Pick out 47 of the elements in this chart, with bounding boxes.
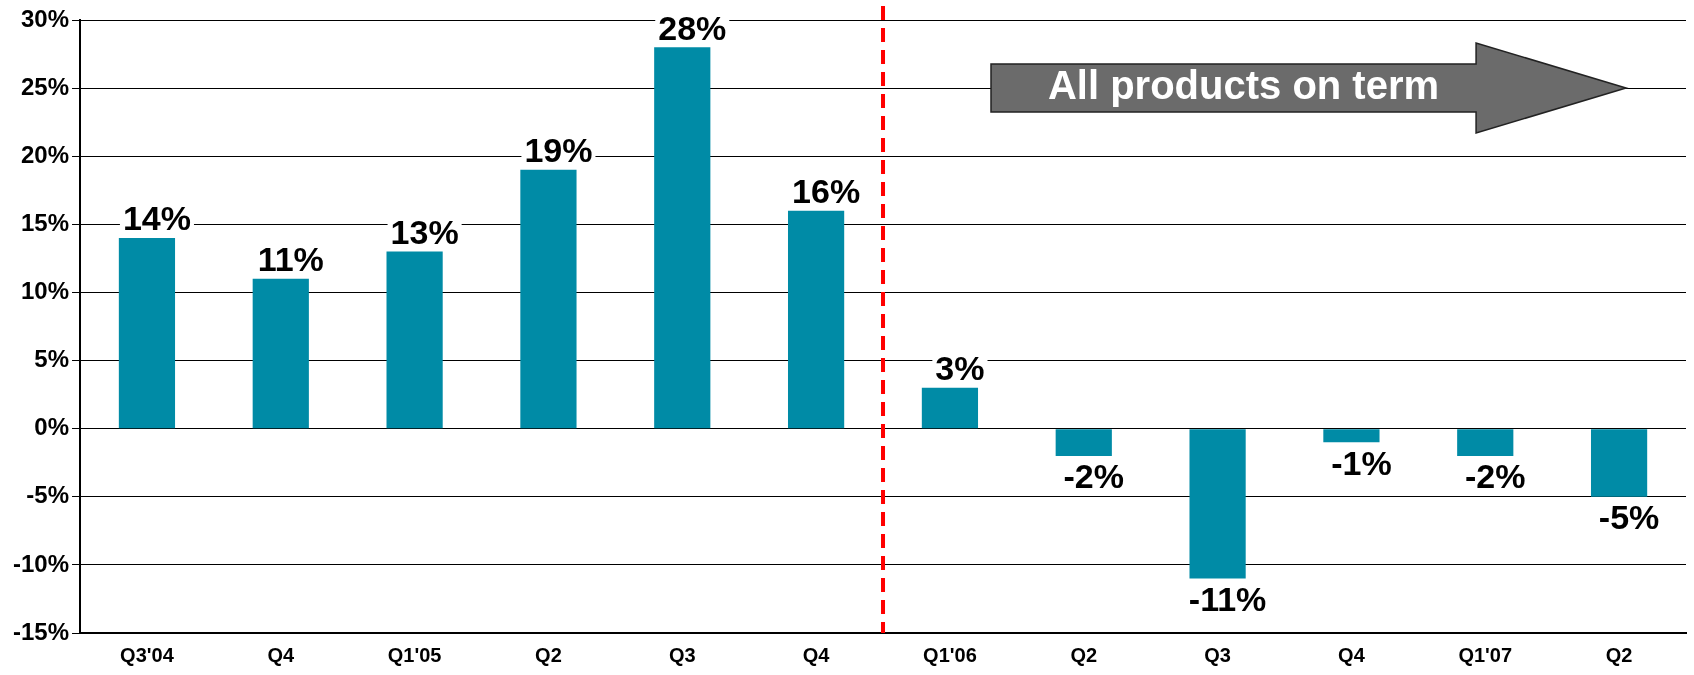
bar — [654, 47, 711, 429]
annotation: All products on term — [1047, 63, 1440, 109]
x-tick-label: Q2 — [1070, 643, 1098, 666]
bar — [1055, 429, 1112, 456]
y-tick-label: -5% — [26, 481, 70, 509]
bar — [1189, 429, 1246, 579]
x-tick-label: Q3 — [1204, 643, 1231, 666]
data-label: -1% — [1331, 443, 1392, 482]
x-tick-label: Q1'06 — [923, 643, 977, 666]
y-tick-label: 20% — [20, 140, 70, 168]
x-tick-label: Q1'07 — [1458, 643, 1513, 666]
x-tick-label: Q4 — [1338, 643, 1366, 666]
bar — [1323, 429, 1380, 443]
data-label: -11% — [1188, 579, 1267, 618]
x-tick-label: Q2 — [535, 643, 562, 666]
data-label: 13% — [390, 212, 459, 251]
bar — [787, 210, 845, 429]
data-label: 19% — [524, 131, 593, 170]
y-tick-label: -15% — [13, 617, 70, 645]
y-tick-label: -10% — [13, 549, 70, 577]
x-tick-label: Q3'04 — [120, 643, 175, 666]
y-tick-label: 30% — [20, 4, 70, 32]
y-tick-label: 25% — [20, 72, 70, 100]
y-tick-label: 5% — [34, 345, 70, 373]
y-tick-label: 15% — [20, 208, 70, 236]
data-label: -5% — [1598, 498, 1660, 537]
x-tick-label: Q4 — [802, 643, 831, 666]
data-label: 16% — [792, 172, 861, 211]
y-tick-label: 10% — [20, 277, 70, 305]
data-label: 28% — [658, 8, 727, 47]
bar — [921, 387, 979, 429]
bar — [520, 169, 577, 429]
bar — [386, 251, 443, 429]
x-tick-label: Q1'05 — [387, 643, 442, 666]
data-label: 11% — [257, 240, 324, 279]
x-tick-label: Q3 — [668, 643, 696, 666]
x-tick-label: Q2 — [1605, 643, 1633, 666]
bar — [118, 237, 176, 429]
data-label: 14% — [122, 199, 191, 238]
x-tick-label: Q4 — [267, 643, 295, 666]
bar — [1457, 429, 1514, 456]
data-label: -2% — [1063, 457, 1124, 496]
bar — [252, 278, 309, 429]
bar — [1590, 429, 1648, 497]
y-tick-label: 0% — [34, 413, 70, 441]
data-label: 3% — [935, 349, 985, 388]
data-label: -2% — [1465, 457, 1526, 496]
